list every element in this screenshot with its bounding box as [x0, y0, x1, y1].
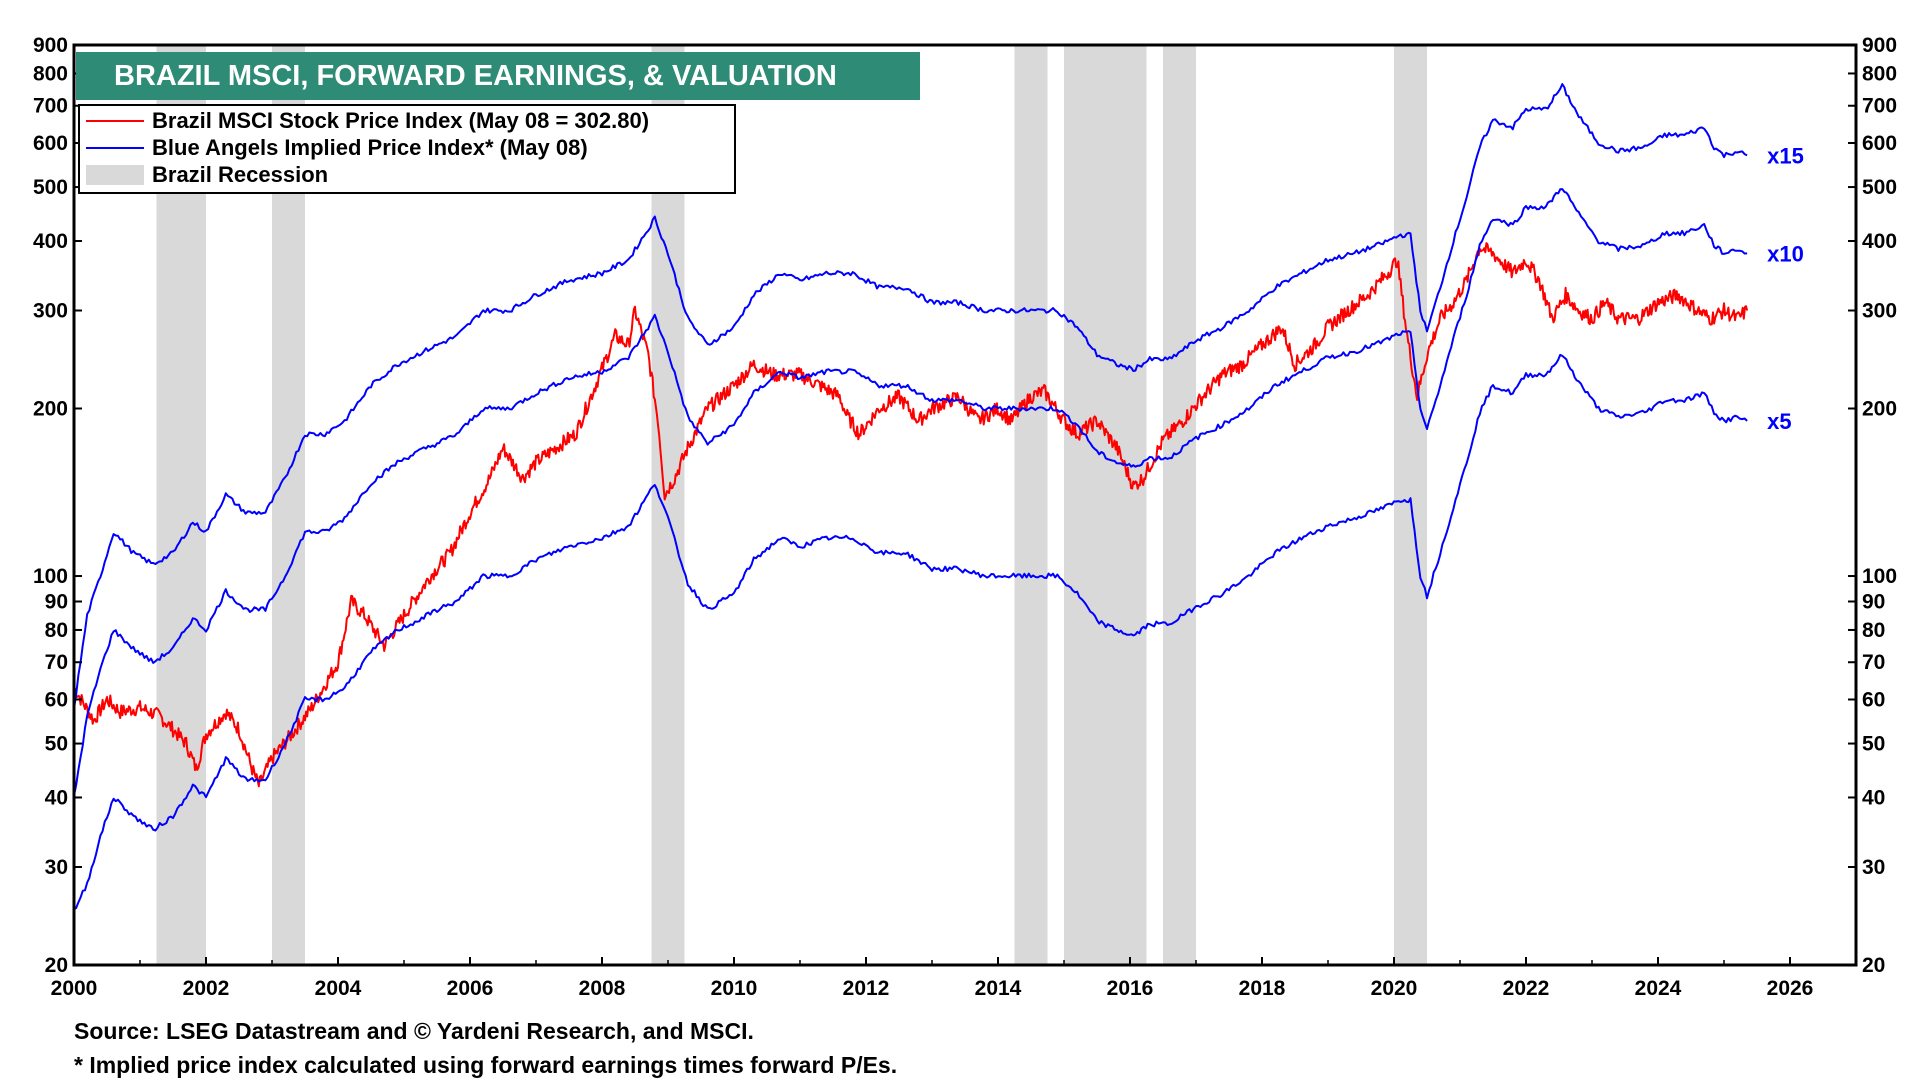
- x-tick-label: 2008: [579, 977, 626, 1000]
- x-tick-label: 2024: [1635, 977, 1682, 1000]
- multiple-label-x5: x5: [1767, 409, 1791, 434]
- legend-item-implied-index: Blue Angels Implied Price Index* (May 08…: [80, 135, 734, 161]
- x-tick-label: 2002: [183, 977, 230, 1000]
- plot-frame: [72, 43, 1858, 967]
- legend-item-stock-index: Brazil MSCI Stock Price Index (May 08 = …: [80, 108, 734, 134]
- recession-band-4: [1064, 45, 1147, 965]
- legend-label: Blue Angels Implied Price Index* (May 08…: [152, 135, 588, 160]
- y-tick-label-left: 100: [33, 565, 68, 588]
- y-tick-label-right: 500: [1862, 176, 1897, 199]
- y-tick-label-left: 800: [33, 62, 68, 85]
- series-line-3: [73, 353, 1748, 911]
- footnote: * Implied price index calculated using f…: [74, 1052, 898, 1078]
- x-tick-label: 2000: [51, 977, 98, 1000]
- x-tick-label: 2014: [975, 977, 1022, 1000]
- x-tick-label: 2006: [447, 977, 494, 1000]
- y-tick-label-left: 700: [33, 95, 68, 118]
- y-tick-label-right: 90: [1862, 590, 1885, 613]
- y-tick-label-left: 400: [33, 230, 68, 253]
- legend-swatch-red: [86, 120, 144, 122]
- legend-swatch-recession: [86, 165, 144, 185]
- series-line-0: [73, 242, 1749, 788]
- y-tick-label-left: 200: [33, 398, 68, 421]
- series-line-1: [73, 83, 1748, 709]
- x-tick-label: 2016: [1107, 977, 1154, 1000]
- recession-band-1: [272, 45, 305, 965]
- y-tick-label-left: 60: [45, 688, 68, 711]
- chart-title: BRAZIL MSCI, FORWARD EARNINGS, & VALUATI…: [76, 52, 920, 100]
- y-tick-label-right: 60: [1862, 688, 1885, 711]
- y-tick-label-right: 200: [1862, 398, 1897, 421]
- legend-label: Brazil Recession: [152, 162, 329, 187]
- y-tick-label-left: 600: [33, 132, 68, 155]
- x-tick-label: 2010: [711, 977, 758, 1000]
- recession-band-5: [1163, 45, 1196, 965]
- y-tick-label-left: 900: [33, 34, 68, 57]
- y-tick-label-right: 800: [1862, 62, 1897, 85]
- multiple-label-x10: x10: [1767, 241, 1804, 266]
- y-tick-label-right: 50: [1862, 733, 1885, 756]
- multiple-labels: x15 x10 x5: [1767, 143, 1804, 434]
- y-tick-label-left: 90: [45, 590, 68, 613]
- series-line-2: [73, 188, 1748, 796]
- recession-band-2: [651, 45, 685, 965]
- y-tick-label-right: 900: [1862, 34, 1897, 57]
- y-tick-label-left: 30: [45, 856, 68, 879]
- y-tick-label-right: 30: [1862, 856, 1885, 879]
- x-tick-label: 2018: [1239, 977, 1286, 1000]
- x-tick-label: 2022: [1503, 977, 1550, 1000]
- y-tick-label-left: 50: [45, 733, 68, 756]
- y-tick-label-left: 40: [45, 786, 68, 809]
- source-note: Source: LSEG Datastream and © Yardeni Re…: [74, 1018, 754, 1044]
- recession-band-3: [1014, 45, 1048, 965]
- y-tick-label-right: 20: [1862, 954, 1885, 977]
- x-tick-label: 2026: [1767, 977, 1814, 1000]
- recession-band-0: [156, 45, 206, 965]
- legend-item-recession: Brazil Recession: [80, 162, 734, 188]
- legend-swatch-blue: [86, 147, 144, 149]
- y-tick-label-right: 100: [1862, 565, 1897, 588]
- legend: Brazil MSCI Stock Price Index (May 08 = …: [78, 104, 736, 194]
- y-tick-label-right: 80: [1862, 619, 1885, 642]
- recession-bands: [156, 45, 1427, 965]
- y-tick-label-right: 700: [1862, 95, 1897, 118]
- y-tick-label-left: 80: [45, 619, 68, 642]
- x-tick-label: 2020: [1371, 977, 1418, 1000]
- y-tick-label-right: 400: [1862, 230, 1897, 253]
- legend-label: Brazil MSCI Stock Price Index (May 08 = …: [152, 108, 650, 133]
- x-tick-label: 2012: [843, 977, 890, 1000]
- multiple-label-x15: x15: [1767, 143, 1804, 168]
- y-tick-label-left: 500: [33, 176, 68, 199]
- y-tick-label-right: 300: [1862, 300, 1897, 323]
- x-tick-label: 2004: [315, 977, 362, 1000]
- series-lines: [73, 83, 1749, 911]
- y-tick-label-right: 70: [1862, 651, 1885, 674]
- y-tick-label-right: 40: [1862, 786, 1885, 809]
- y-tick-label-left: 300: [33, 300, 68, 323]
- y-tick-label-left: 20: [45, 954, 68, 977]
- y-tick-label-right: 600: [1862, 132, 1897, 155]
- y-tick-label-left: 70: [45, 651, 68, 674]
